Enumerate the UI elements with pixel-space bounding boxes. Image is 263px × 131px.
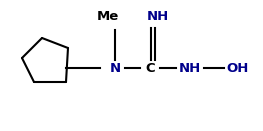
Text: Me: Me: [97, 10, 119, 23]
Text: NH: NH: [147, 10, 169, 23]
Text: NH: NH: [179, 61, 201, 75]
Text: OH: OH: [227, 61, 249, 75]
Text: C: C: [145, 61, 155, 75]
Text: N: N: [109, 61, 120, 75]
